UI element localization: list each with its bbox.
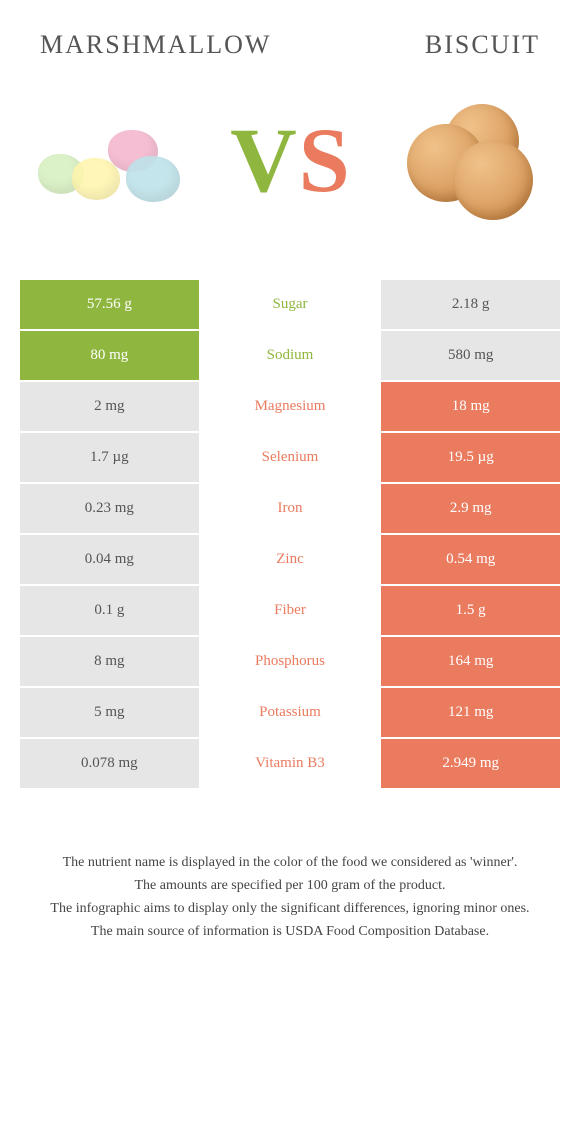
- table-row: 2 mgMagnesium18 mg: [20, 382, 560, 433]
- marshmallow-blob: [126, 156, 180, 202]
- value-right: 18 mg: [379, 382, 560, 433]
- value-left: 80 mg: [20, 331, 201, 382]
- value-left: 0.078 mg: [20, 739, 201, 790]
- value-left: 0.1 g: [20, 586, 201, 637]
- table-row: 0.23 mgIron2.9 mg: [20, 484, 560, 535]
- vs-letter-s: S: [299, 114, 350, 206]
- value-left: 0.23 mg: [20, 484, 201, 535]
- header: Marshmallow Biscuit: [20, 30, 560, 100]
- table-row: 5 mgPotassium121 mg: [20, 688, 560, 739]
- value-left: 2 mg: [20, 382, 201, 433]
- value-right: 121 mg: [379, 688, 560, 739]
- nutrient-name: Sodium: [201, 331, 380, 382]
- vs-label: V S: [200, 114, 380, 206]
- nutrient-table: 57.56 gSugar2.18 g80 mgSodium580 mg2 mgM…: [20, 280, 560, 790]
- food-title-right: Biscuit: [425, 30, 540, 60]
- footnote-line: The nutrient name is displayed in the co…: [30, 852, 550, 873]
- nutrient-name: Fiber: [201, 586, 380, 637]
- nutrient-name: Selenium: [201, 433, 380, 484]
- table-row: 57.56 gSugar2.18 g: [20, 280, 560, 331]
- table-row: 0.078 mgVitamin B32.949 mg: [20, 739, 560, 790]
- footnote-line: The infographic aims to display only the…: [30, 898, 550, 919]
- table-row: 80 mgSodium580 mg: [20, 331, 560, 382]
- value-left: 0.04 mg: [20, 535, 201, 586]
- value-right: 2.9 mg: [379, 484, 560, 535]
- footnote-line: The main source of information is USDA F…: [30, 921, 550, 942]
- nutrient-name: Zinc: [201, 535, 380, 586]
- table-row: 0.04 mgZinc0.54 mg: [20, 535, 560, 586]
- value-right: 1.5 g: [379, 586, 560, 637]
- value-right: 164 mg: [379, 637, 560, 688]
- value-left: 5 mg: [20, 688, 201, 739]
- nutrient-name: Iron: [201, 484, 380, 535]
- vs-letter-v: V: [230, 114, 296, 206]
- value-right: 19.5 µg: [379, 433, 560, 484]
- marshmallow-image: [30, 100, 190, 220]
- value-right: 580 mg: [379, 331, 560, 382]
- nutrient-name: Sugar: [201, 280, 380, 331]
- value-right: 2.949 mg: [379, 739, 560, 790]
- value-right: 2.18 g: [379, 280, 560, 331]
- table-row: 1.7 µgSelenium19.5 µg: [20, 433, 560, 484]
- table-row: 0.1 gFiber1.5 g: [20, 586, 560, 637]
- footnotes: The nutrient name is displayed in the co…: [20, 790, 560, 942]
- nutrient-name: Potassium: [201, 688, 380, 739]
- table-row: 8 mgPhosphorus164 mg: [20, 637, 560, 688]
- nutrient-name: Phosphorus: [201, 637, 380, 688]
- value-left: 8 mg: [20, 637, 201, 688]
- value-right: 0.54 mg: [379, 535, 560, 586]
- nutrient-name: Magnesium: [201, 382, 380, 433]
- biscuit-image: [390, 100, 550, 220]
- hero-row: V S: [20, 100, 560, 280]
- value-left: 1.7 µg: [20, 433, 201, 484]
- biscuit-cookie: [453, 140, 533, 220]
- nutrient-name: Vitamin B3: [201, 739, 380, 790]
- value-left: 57.56 g: [20, 280, 201, 331]
- food-title-left: Marshmallow: [40, 30, 271, 60]
- footnote-line: The amounts are specified per 100 gram o…: [30, 875, 550, 896]
